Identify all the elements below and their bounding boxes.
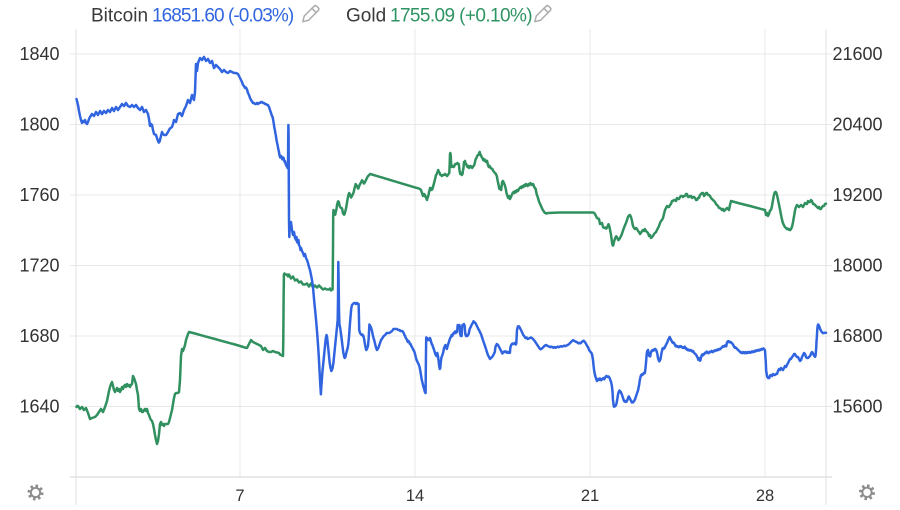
svg-text:7: 7: [235, 487, 244, 505]
svg-text:21: 21: [581, 487, 599, 505]
svg-text:16851.60 (-0.03%): 16851.60 (-0.03%): [152, 6, 294, 27]
svg-text:18000: 18000: [833, 256, 883, 276]
svg-text:16800: 16800: [833, 326, 883, 346]
svg-text:28: 28: [756, 487, 774, 505]
svg-text:1840: 1840: [19, 44, 59, 64]
svg-text:1640: 1640: [19, 397, 59, 417]
svg-text:Bitcoin: Bitcoin: [91, 6, 148, 27]
svg-text:14: 14: [406, 487, 424, 505]
svg-text:15600: 15600: [833, 397, 883, 417]
svg-text:21600: 21600: [833, 44, 883, 64]
svg-text:19200: 19200: [833, 185, 883, 205]
svg-text:1720: 1720: [19, 256, 59, 276]
svg-text:1680: 1680: [19, 326, 59, 346]
svg-text:Gold: Gold: [346, 6, 386, 27]
svg-text:20400: 20400: [833, 115, 883, 135]
svg-text:1760: 1760: [19, 185, 59, 205]
svg-text:1755.09 (+0.10%): 1755.09 (+0.10%): [390, 6, 532, 27]
svg-text:1800: 1800: [19, 115, 59, 135]
